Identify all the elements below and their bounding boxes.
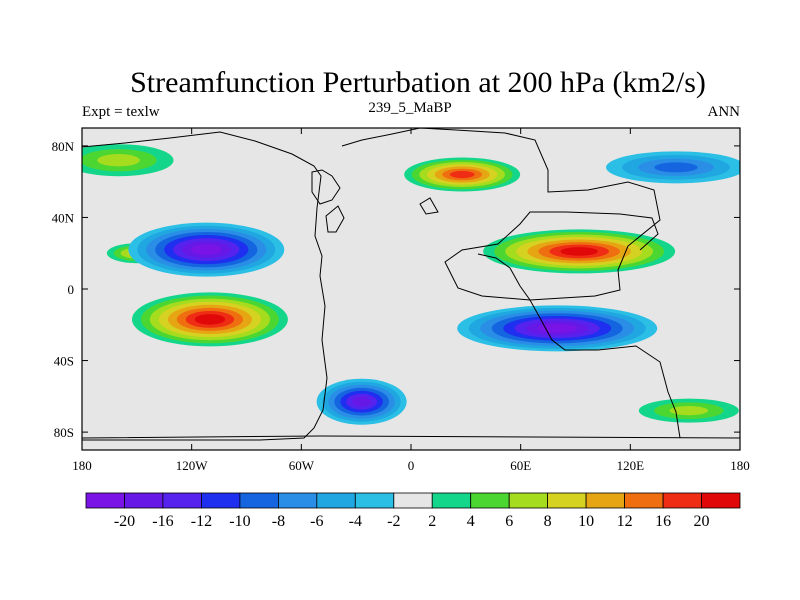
- colorbar-box: [239, 492, 279, 509]
- colorbar-box: [354, 492, 395, 509]
- colorbar-label: 6: [505, 513, 513, 530]
- europe-outline: [311, 169, 345, 233]
- contour-cell-arctic-eurasia-high: [404, 157, 521, 192]
- colorbar-box: [316, 492, 356, 509]
- contour-cell-south-atlantic-low: [316, 378, 407, 425]
- colorbar-box: [162, 492, 202, 509]
- colorbar-box: [200, 492, 241, 509]
- x-tick-label: 120W: [176, 458, 209, 473]
- x-tick-label: 60E: [510, 458, 531, 473]
- y-tick-label: 80N: [52, 139, 75, 154]
- colorbar-box: [393, 492, 433, 509]
- x-tick-label: 120E: [617, 458, 645, 473]
- y-tick-label: 40N: [52, 210, 75, 225]
- contour-cell-north-atlantic-high-lat: [82, 144, 174, 177]
- contour-field: [82, 128, 740, 450]
- x-tick-label: 180: [72, 458, 92, 473]
- colorbar-label: 16: [655, 513, 671, 530]
- colorbar-label: 12: [617, 513, 633, 530]
- colorbar-box: [470, 492, 510, 509]
- colorbar-label: 8: [544, 513, 552, 530]
- colorbar-box: [508, 492, 549, 509]
- contour-cell-east-asia-north-low: [606, 151, 740, 184]
- season-label: ANN: [708, 104, 741, 120]
- colorbar-label: -12: [191, 513, 212, 530]
- x-tick-label: 180: [730, 458, 750, 473]
- colorbar-label: -8: [272, 513, 285, 530]
- y-tick-label: 0: [68, 282, 75, 297]
- chart-title: Streamfunction Perturbation at 200 hPa (…: [130, 66, 706, 99]
- contour-cell-southern-ocean-high: [638, 398, 739, 423]
- contour-band-east-asia-north-low-8: [654, 162, 698, 173]
- contour-band-subtropical-pacific-low-20: [191, 244, 222, 255]
- colorbar-label: 10: [578, 513, 594, 530]
- experiment-label: Expt = texlw: [82, 104, 160, 120]
- contour-cell-indian-ocean-low: [457, 305, 658, 352]
- contour-band-indian-ocean-low-20: [537, 323, 577, 333]
- eurasia-outline: [341, 127, 661, 301]
- contour-band-north-atlantic-high-lat-6: [97, 154, 140, 167]
- colorbar-label: -4: [349, 513, 362, 530]
- africa-outline: [477, 253, 681, 439]
- colorbar-box: [547, 492, 587, 509]
- contour-cell-asian-monsoon-high: [483, 229, 676, 274]
- colorbar-box: [701, 492, 741, 509]
- contour-band-asian-monsoon-high-20: [560, 247, 598, 256]
- contour-cell-subtropical-pacific-low: [128, 222, 285, 277]
- axis-layer: 180 120W 60W 0 60E 120E 180 80N 40N 0 40S 80S: [52, 128, 750, 473]
- coastline-outline: [81, 127, 741, 441]
- colorbar-label: -20: [114, 513, 135, 530]
- y-tick-label: 80S: [54, 425, 74, 440]
- contour-band-subtropical-pacific-high-20: [194, 314, 226, 325]
- colorbar-box: [277, 492, 318, 509]
- colorbar-label: -2: [387, 513, 400, 530]
- antarctica-outline: [81, 435, 741, 439]
- colorbar-label: -6: [310, 513, 323, 530]
- colorbar-label: 4: [467, 513, 475, 530]
- colorbar-box: [124, 492, 164, 509]
- contour-band-southern-ocean-high-6: [669, 406, 709, 416]
- contour-cell-subtropical-pacific-high: [131, 292, 288, 347]
- colorbar-box: [662, 492, 702, 509]
- case-label: 239_5_MaBP: [368, 100, 451, 116]
- colorbar-label: -16: [152, 513, 173, 530]
- colorbar-label: -10: [229, 513, 250, 530]
- x-tick-label: 0: [408, 458, 415, 473]
- x-tick-label: 60W: [289, 458, 315, 473]
- colorbar-label: 20: [694, 513, 710, 530]
- colorbar: -20 -16 -12 -10 -8 -6 -4 -2 2 4 6 8 10 12 16 20: [85, 492, 741, 530]
- contour-band-arctic-eurasia-high-16: [449, 170, 475, 179]
- contour-band-south-atlantic-low-16: [352, 396, 372, 407]
- colorbar-box: [431, 492, 472, 509]
- colorbar-box: [85, 492, 125, 509]
- americas-outline: [81, 131, 328, 441]
- y-tick-label: 40S: [54, 354, 74, 369]
- colorbar-box: [585, 492, 625, 509]
- colorbar-box: [624, 492, 664, 509]
- colorbar-label: 2: [428, 513, 436, 530]
